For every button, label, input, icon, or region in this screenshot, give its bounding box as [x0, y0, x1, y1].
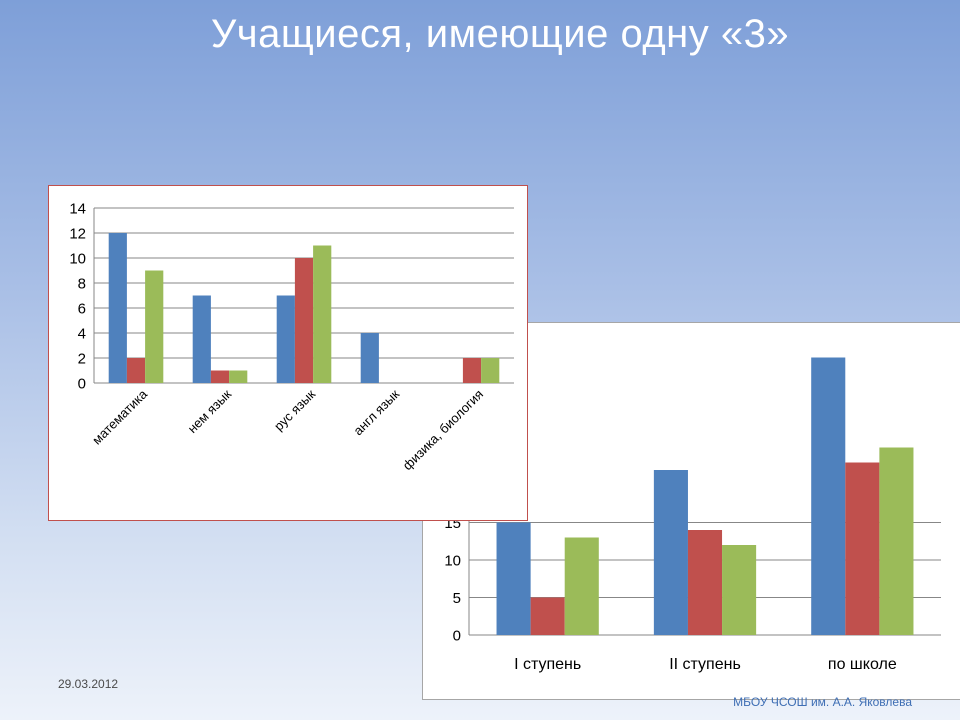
chart-by-subject-svg: 0 2 4 6 8 10 12 14 математика нем язык рус язык анг… [69, 200, 514, 473]
bar [687, 530, 723, 635]
bar [564, 537, 599, 635]
bar [108, 233, 127, 383]
y-tick-label: 8 [78, 275, 86, 292]
bar [811, 357, 846, 635]
bar [229, 370, 248, 383]
bar [360, 333, 379, 383]
bar [126, 358, 146, 383]
bar [276, 295, 295, 383]
y-tick-label: 10 [444, 552, 461, 569]
y-tick-label: 5 [453, 590, 461, 607]
y-tick-label: 4 [78, 325, 86, 342]
footer-organization: МБОУ ЧСОШ им. А.А. Яковлева [733, 695, 912, 709]
bar [481, 358, 500, 383]
y-tick-label: 2 [78, 350, 86, 367]
bar [145, 270, 164, 383]
bar [313, 245, 332, 383]
x-tick-label: по школе [828, 656, 897, 673]
y-tick-label: 10 [69, 250, 86, 267]
y-tick-label: 12 [69, 225, 86, 242]
bar [653, 470, 688, 635]
bar [496, 522, 531, 635]
x-tick-label: математика [89, 386, 151, 448]
chart-by-subject: 0 2 4 6 8 10 12 14 математика нем язык рус язык анг… [48, 185, 528, 521]
y-tick-label: 6 [78, 300, 86, 317]
bar [210, 370, 230, 383]
y-tick-label: 0 [453, 627, 461, 644]
bar [462, 358, 482, 383]
x-tick-label: англ язык [350, 386, 402, 438]
x-tick-label: физика, биология [400, 387, 486, 473]
bar [845, 462, 880, 635]
y-tick-label: 14 [69, 200, 86, 217]
bar [722, 545, 757, 635]
slide-title: Учащиеся, имеющие одну «3» [210, 12, 790, 56]
bar [879, 447, 914, 635]
bar [530, 597, 565, 635]
y-tick-label: 0 [78, 375, 86, 392]
x-tick-label: I ступень [514, 656, 581, 673]
bar [192, 295, 211, 383]
x-tick-label: рус язык [271, 386, 318, 433]
x-tick-label: II ступень [669, 656, 741, 673]
x-tick-label: нем язык [185, 386, 235, 436]
footer-date: 29.03.2012 [58, 677, 119, 691]
bar [294, 258, 314, 383]
